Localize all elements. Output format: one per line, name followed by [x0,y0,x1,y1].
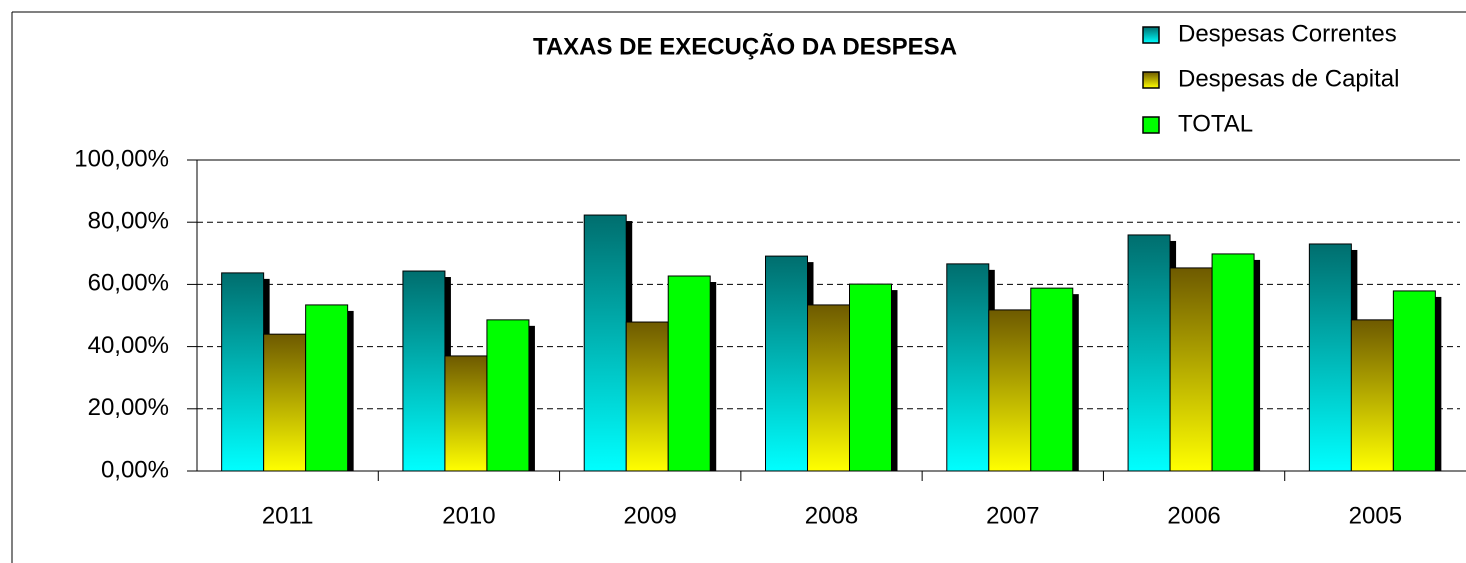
bar [1169,267,1213,472]
x-tick-label: 2006 [1167,502,1220,529]
bar [988,309,1032,472]
bar [305,304,349,472]
legend-swatch [1142,116,1160,134]
bar [1308,243,1352,472]
bar [849,283,892,472]
y-tick-label: 100,00% [74,145,169,172]
legend-label: TOTAL [1178,110,1253,137]
bar [402,270,446,472]
bar [807,304,850,472]
bar [1030,287,1074,472]
bar [946,263,990,472]
legend-label: Despesas de Capital [1178,65,1399,92]
bar [765,255,808,472]
chart-title: TAXAS DE EXECUÇÃO DA DESPESA [533,32,957,60]
x-tick-label: 2005 [1349,502,1402,529]
legend-swatch [1142,26,1160,44]
bar [1350,319,1394,472]
y-tick-label: 0,00% [101,456,169,483]
y-tick-label: 20,00% [88,394,169,421]
bar [667,275,711,472]
bar [625,321,669,472]
bar [583,214,627,472]
bar [221,272,265,472]
x-tick-label: 2011 [262,502,314,529]
bar [486,319,530,472]
x-tick-label: 2009 [624,502,677,529]
bar [1211,253,1255,472]
bar [444,355,488,472]
bar [1392,290,1436,472]
bar [1127,234,1171,472]
y-tick-label: 60,00% [88,270,169,297]
y-tick-label: 80,00% [88,208,169,235]
x-tick-label: 2008 [805,502,858,529]
legend-label: Despesas Correntes [1178,20,1397,47]
x-tick-label: 2007 [986,502,1039,529]
legend-swatch [1142,71,1160,89]
x-tick-label: 2010 [442,502,495,529]
y-tick-label: 40,00% [88,332,169,359]
bar [263,333,307,472]
